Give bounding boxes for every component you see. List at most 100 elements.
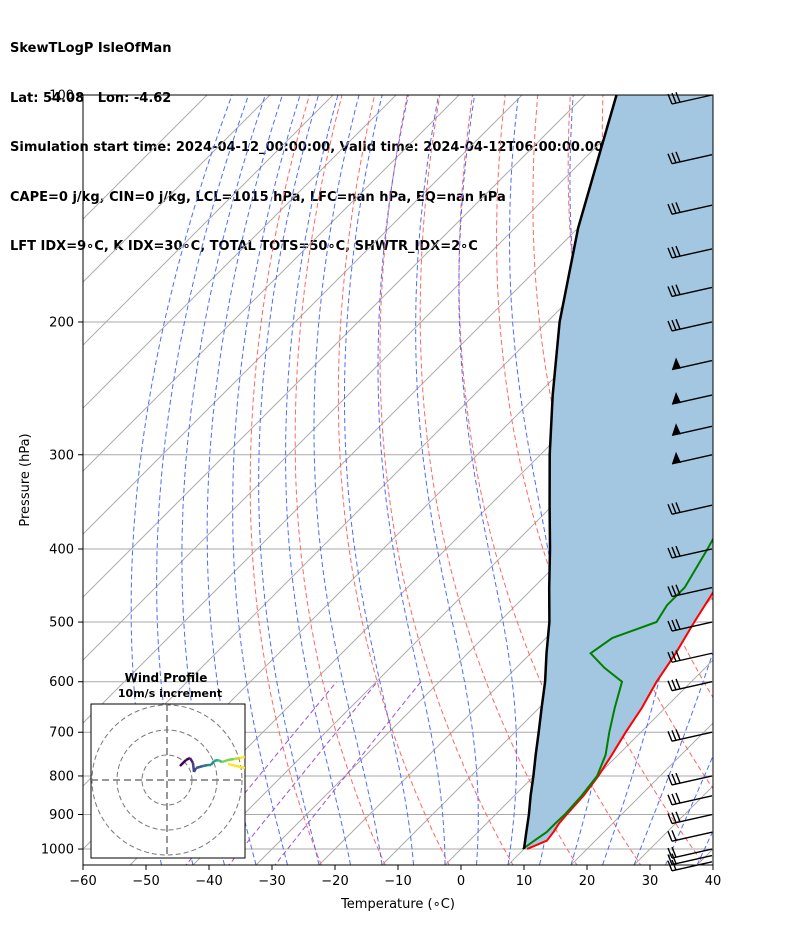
wind-barb bbox=[667, 846, 713, 859]
mixing-ratio-line bbox=[274, 681, 422, 865]
barb-feather bbox=[671, 585, 677, 596]
wind-barbs bbox=[667, 91, 713, 872]
dry-adiabat bbox=[763, 61, 794, 881]
dry-adiabat bbox=[249, 95, 322, 865]
wind-barb bbox=[671, 423, 713, 436]
barb-feather bbox=[675, 202, 681, 213]
y-tick-label: 800 bbox=[49, 769, 74, 784]
barb-staff bbox=[671, 204, 713, 215]
barb-feather bbox=[671, 773, 677, 785]
x-tick-label: 40 bbox=[705, 874, 722, 889]
y-tick-label: 600 bbox=[49, 675, 74, 690]
barb-staff bbox=[671, 94, 713, 105]
moist-adiabat bbox=[232, 95, 301, 865]
header-location: Lat: 54.08 Lon: -4.62 bbox=[10, 90, 172, 106]
barb-staff bbox=[671, 831, 713, 842]
barb-staff bbox=[671, 504, 713, 515]
barb-staff bbox=[671, 621, 713, 632]
y-tick-label: 300 bbox=[49, 448, 74, 463]
barb-feather bbox=[667, 247, 673, 259]
barb-feather bbox=[667, 203, 673, 215]
y-tick-label: 200 bbox=[49, 315, 74, 330]
barb-staff bbox=[671, 861, 713, 872]
barb-feather bbox=[667, 286, 673, 297]
wind-barb bbox=[667, 151, 713, 165]
wind-barb bbox=[667, 729, 713, 742]
isotherm bbox=[83, 95, 397, 409]
chart-header: SkewTLogP IsleOfMan Lat: 54.08 Lon: -4.6… bbox=[10, 8, 603, 272]
x-tick-label: 20 bbox=[579, 874, 596, 889]
wind-barb bbox=[671, 451, 713, 465]
x-tick-label: −40 bbox=[195, 874, 222, 889]
x-tick-label: 0 bbox=[457, 874, 465, 889]
barb-feather bbox=[667, 830, 673, 842]
barb-feather bbox=[671, 853, 677, 864]
axis-ticks: −60 −50 −40 −30 −20 −10 0 10 20 30 40 100 200 300 400 5… bbox=[41, 89, 721, 890]
y-axis-label: Pressure (hPa) bbox=[18, 433, 33, 526]
barb-staff bbox=[671, 548, 713, 559]
wind-barb bbox=[667, 318, 713, 332]
barb-staff bbox=[671, 795, 713, 806]
barb-feather bbox=[675, 792, 681, 804]
barb-feather bbox=[675, 502, 681, 513]
wind-barb bbox=[671, 357, 713, 371]
barb-feather bbox=[671, 246, 677, 258]
barb-feather bbox=[667, 774, 673, 786]
isotherm bbox=[381, 533, 713, 865]
barb-feather bbox=[671, 812, 677, 823]
moist-adiabat bbox=[285, 95, 351, 865]
barb-feather bbox=[675, 811, 681, 822]
hodograph-segment bbox=[221, 758, 229, 764]
barb-staff bbox=[671, 848, 713, 859]
barb-staff bbox=[671, 854, 713, 866]
x-tick-label: −50 bbox=[132, 874, 159, 889]
inset-subtitle: 10m/s increment bbox=[118, 687, 222, 700]
isotherm bbox=[83, 95, 271, 283]
moist-adiabat bbox=[665, 754, 713, 865]
barb-feather bbox=[671, 152, 677, 164]
barb-feather bbox=[671, 651, 677, 662]
inset-title: Wind Profile bbox=[125, 671, 208, 685]
wind-barb bbox=[667, 792, 713, 806]
x-tick-label: 10 bbox=[516, 874, 533, 889]
barb-staff bbox=[671, 681, 713, 692]
wind-barb bbox=[667, 618, 713, 632]
barb-feather bbox=[671, 730, 677, 741]
barb-flag bbox=[672, 357, 681, 370]
isotherm bbox=[83, 95, 649, 661]
isotherm bbox=[83, 95, 586, 598]
wind-profile-inset: Wind Profile 10m/s increment bbox=[90, 671, 246, 859]
barb-feather bbox=[667, 730, 673, 742]
moist-adiabat bbox=[130, 95, 233, 865]
isotherm bbox=[83, 95, 460, 472]
y-tick-label: 700 bbox=[49, 726, 74, 741]
barb-feather bbox=[667, 854, 673, 865]
hodograph-segment bbox=[202, 763, 209, 768]
header-indices-2: LFT IDX=9∘C, K IDX=30∘C, TOTAL TOTS=50∘C… bbox=[10, 239, 478, 254]
barb-feather bbox=[675, 91, 681, 103]
dry-adiabat bbox=[294, 95, 386, 865]
dewpoint-line bbox=[522, 536, 713, 850]
barb-feather bbox=[671, 619, 677, 631]
wind-barb bbox=[667, 502, 713, 515]
barb-flag bbox=[672, 423, 681, 436]
barb-feather bbox=[667, 547, 673, 559]
barb-feather bbox=[667, 813, 673, 824]
barb-feather bbox=[675, 318, 681, 330]
barb-feather bbox=[675, 772, 681, 784]
hodograph-segment bbox=[195, 764, 204, 770]
header-indices-1: CAPE=0 j/kg, CIN=0 j/kg, LCL=1015 hPa, L… bbox=[10, 189, 506, 205]
hodograph-segment bbox=[213, 758, 219, 763]
hodograph-segment bbox=[179, 759, 187, 767]
temperature-line bbox=[526, 590, 713, 850]
dry-adiabat bbox=[700, 95, 713, 212]
barb-staff bbox=[671, 586, 713, 598]
isotherm bbox=[83, 95, 523, 535]
barb-feather bbox=[675, 678, 681, 690]
barb-feather bbox=[671, 503, 677, 514]
hodograph-segment bbox=[210, 760, 215, 766]
barb-staff bbox=[671, 248, 713, 259]
wind-barb bbox=[667, 830, 713, 842]
dry-adiabat bbox=[731, 61, 794, 881]
barb-flag bbox=[672, 451, 681, 464]
